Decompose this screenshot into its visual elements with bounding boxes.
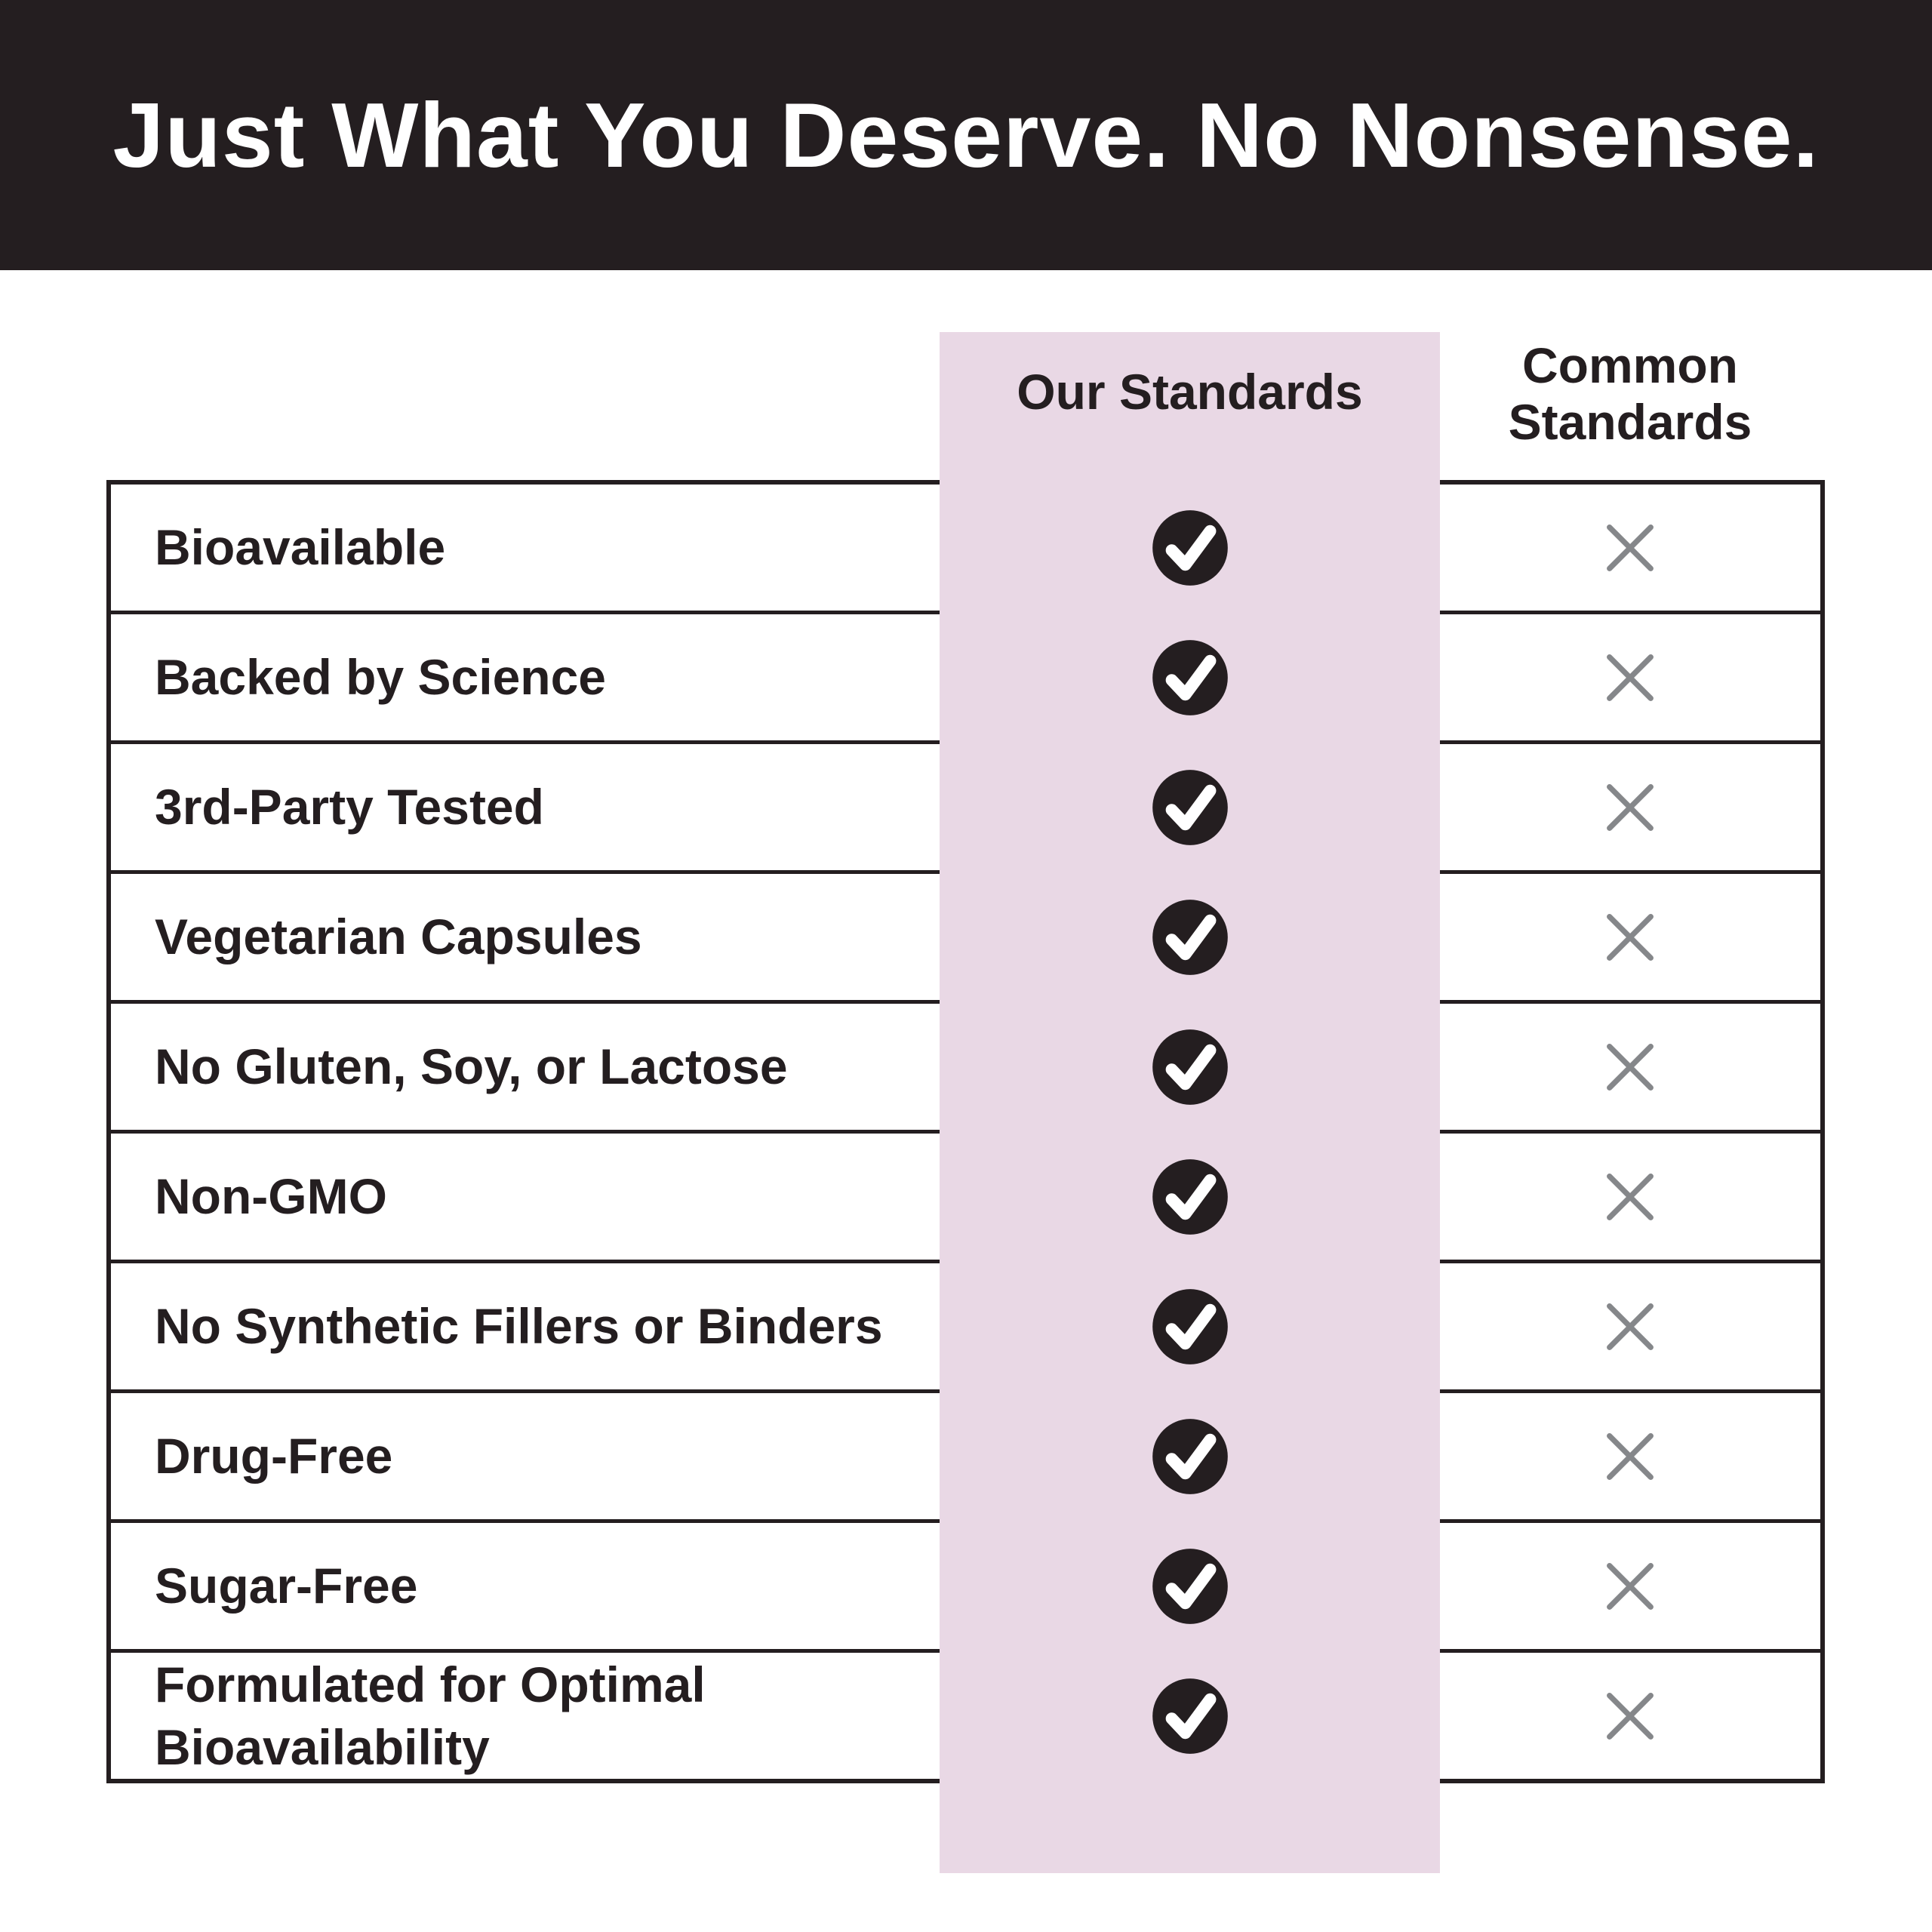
- x-icon: [1607, 1173, 1654, 1220]
- common-standards-cell: [1440, 1427, 1820, 1486]
- row-label: Bioavailable: [155, 519, 446, 576]
- check-circle-icon: [1152, 769, 1228, 845]
- page-title: Just What You Deserve. No Nonsense.: [112, 84, 1820, 186]
- row-label: Non-GMO: [155, 1168, 387, 1225]
- row-label: 3rd-Party Tested: [155, 779, 544, 835]
- row-label: Backed by Science: [155, 649, 606, 706]
- our-standards-cell: [940, 1676, 1440, 1756]
- check-circle-icon: [1152, 899, 1228, 975]
- table-row: Formulated for Optimal Bioavailability: [111, 1653, 1820, 1779]
- check-circle-icon: [1152, 1158, 1228, 1235]
- x-icon: [1607, 913, 1654, 961]
- title-banner: Just What You Deserve. No Nonsense.: [0, 0, 1932, 270]
- check-circle-icon: [1152, 1029, 1228, 1105]
- our-standards-cell: [940, 1287, 1440, 1367]
- x-icon: [1607, 1303, 1654, 1350]
- common-standards-cell: [1440, 648, 1820, 707]
- common-standards-cell: [1440, 778, 1820, 837]
- check-circle-icon: [1152, 1678, 1228, 1754]
- common-standards-cell: [1440, 1687, 1820, 1746]
- x-icon: [1607, 1043, 1654, 1091]
- our-standards-cell: [940, 1546, 1440, 1626]
- row-label: No Synthetic Fillers or Binders: [155, 1298, 883, 1355]
- our-standards-cell: [940, 768, 1440, 848]
- x-icon: [1607, 1562, 1654, 1610]
- check-circle-icon: [1152, 1548, 1228, 1624]
- check-circle-icon: [1152, 639, 1228, 715]
- x-icon: [1607, 524, 1654, 571]
- x-icon: [1607, 654, 1654, 701]
- common-standards-cell: [1440, 908, 1820, 967]
- common-standards-cell: [1440, 1297, 1820, 1356]
- our-standards-cell: [940, 1027, 1440, 1107]
- our-standards-cell: [940, 638, 1440, 718]
- column-header-our-standards: Our Standards: [1017, 364, 1363, 420]
- check-circle-icon: [1152, 1288, 1228, 1364]
- row-label: Vegetarian Capsules: [155, 909, 642, 965]
- column-header-common-standards: Common Standards: [1508, 337, 1752, 450]
- x-icon: [1607, 1432, 1654, 1480]
- common-standards-cell: [1440, 1168, 1820, 1226]
- our-standards-cell: [940, 508, 1440, 588]
- row-label: Drug-Free: [155, 1428, 393, 1484]
- row-label: Formulated for Optimal Bioavailability: [155, 1657, 706, 1775]
- common-standards-cell: [1440, 518, 1820, 577]
- our-standards-cell: [940, 897, 1440, 977]
- common-standards-cell: [1440, 1038, 1820, 1097]
- x-icon: [1607, 783, 1654, 831]
- row-label: No Gluten, Soy, or Lactose: [155, 1038, 788, 1095]
- row-label: Sugar-Free: [155, 1558, 418, 1614]
- check-circle-icon: [1152, 1418, 1228, 1494]
- check-circle-icon: [1152, 509, 1228, 586]
- common-standards-cell: [1440, 1557, 1820, 1616]
- our-standards-cell: [940, 1417, 1440, 1497]
- x-icon: [1607, 1692, 1654, 1740]
- our-standards-cell: [940, 1157, 1440, 1237]
